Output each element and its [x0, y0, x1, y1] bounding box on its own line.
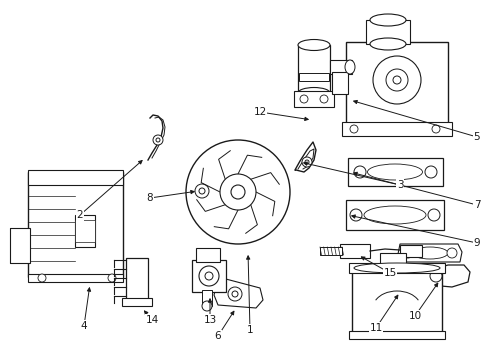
Circle shape: [195, 184, 208, 198]
Circle shape: [231, 291, 238, 297]
Circle shape: [305, 160, 308, 164]
Circle shape: [429, 270, 441, 282]
Bar: [192, 260, 225, 292]
Bar: [341, 122, 451, 136]
Circle shape: [424, 166, 436, 178]
Circle shape: [299, 95, 307, 103]
Text: 8: 8: [146, 193, 153, 203]
Bar: [10, 228, 30, 263]
Circle shape: [302, 157, 311, 167]
Circle shape: [230, 185, 244, 199]
Circle shape: [220, 174, 256, 210]
Polygon shape: [214, 278, 263, 308]
Ellipse shape: [411, 247, 447, 259]
Circle shape: [204, 272, 213, 280]
Circle shape: [392, 76, 400, 84]
Bar: [346, 42, 447, 124]
Text: 10: 10: [407, 311, 421, 321]
Bar: [298, 73, 328, 81]
Text: 9: 9: [473, 238, 479, 248]
Polygon shape: [423, 265, 469, 287]
Ellipse shape: [297, 87, 329, 99]
Circle shape: [227, 287, 242, 301]
Bar: [28, 170, 123, 185]
Bar: [331, 72, 347, 94]
Text: 13: 13: [203, 315, 216, 325]
Ellipse shape: [369, 14, 405, 26]
Bar: [28, 274, 123, 282]
Circle shape: [202, 301, 212, 311]
Bar: [75, 220, 95, 242]
Circle shape: [199, 266, 219, 286]
Circle shape: [185, 140, 289, 244]
Bar: [348, 263, 444, 273]
Text: 4: 4: [81, 321, 87, 331]
Bar: [126, 258, 148, 302]
Bar: [329, 60, 351, 74]
Ellipse shape: [345, 60, 354, 74]
Polygon shape: [397, 244, 461, 262]
Text: 3: 3: [396, 180, 403, 190]
Ellipse shape: [367, 164, 422, 180]
Circle shape: [427, 209, 439, 221]
Text: 12: 12: [253, 107, 266, 117]
Circle shape: [153, 135, 163, 145]
Bar: [75, 215, 95, 247]
Bar: [351, 270, 441, 335]
Circle shape: [108, 274, 116, 282]
Bar: [28, 172, 123, 277]
Bar: [319, 247, 341, 255]
Bar: [297, 45, 329, 93]
Bar: [202, 290, 212, 306]
Circle shape: [353, 166, 365, 178]
Ellipse shape: [369, 38, 405, 50]
Bar: [196, 248, 220, 262]
Circle shape: [402, 248, 412, 258]
Bar: [122, 298, 152, 306]
Bar: [379, 253, 405, 265]
Circle shape: [446, 248, 456, 258]
Text: 6: 6: [214, 331, 221, 341]
Circle shape: [431, 125, 439, 133]
Bar: [293, 91, 333, 107]
Circle shape: [38, 274, 46, 282]
Ellipse shape: [363, 206, 425, 224]
Circle shape: [349, 209, 361, 221]
Text: 5: 5: [473, 132, 479, 142]
Circle shape: [385, 69, 407, 91]
Circle shape: [319, 95, 327, 103]
Bar: [399, 245, 421, 257]
Text: 7: 7: [473, 200, 479, 210]
Bar: [347, 158, 442, 186]
Text: 15: 15: [383, 268, 396, 278]
Circle shape: [372, 56, 420, 104]
Bar: [339, 244, 369, 258]
Text: 1: 1: [246, 325, 253, 335]
Bar: [346, 200, 443, 230]
Text: 2: 2: [77, 210, 83, 220]
Circle shape: [199, 188, 204, 194]
Bar: [348, 331, 444, 339]
Circle shape: [156, 138, 160, 142]
Text: 14: 14: [145, 315, 158, 325]
Bar: [365, 20, 409, 44]
Circle shape: [349, 125, 357, 133]
Ellipse shape: [297, 40, 329, 50]
Ellipse shape: [353, 263, 439, 273]
Text: 11: 11: [368, 323, 382, 333]
